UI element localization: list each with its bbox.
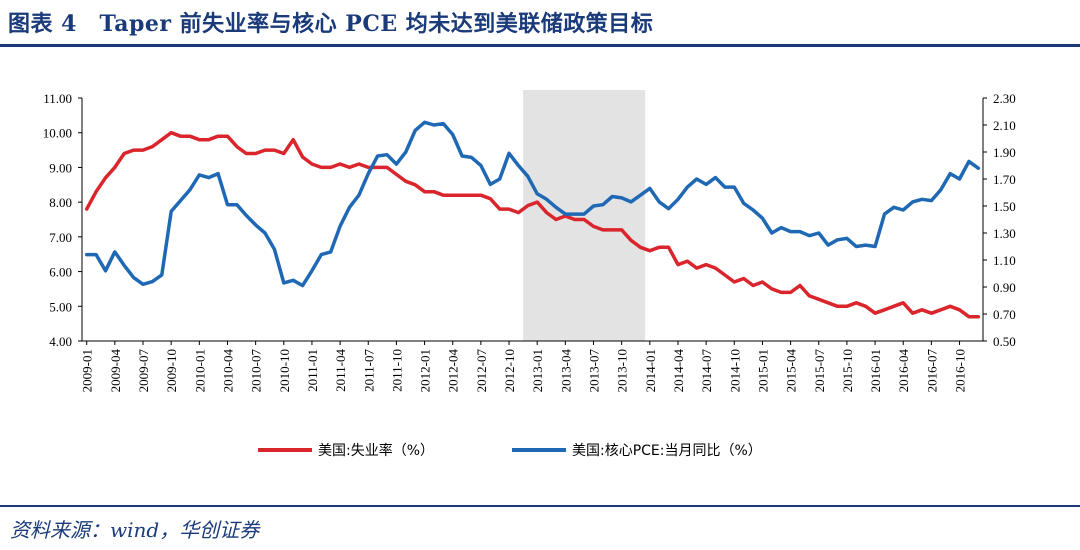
right-tick-label: 0.50	[993, 334, 1016, 349]
x-tick-label: 2013-04	[558, 349, 573, 393]
x-tick-label: 2013-07	[587, 349, 602, 393]
x-tick-label: 2015-07	[812, 349, 827, 393]
legend-label: 美国:失业率（%）	[318, 442, 434, 459]
x-tick-label: 2010-04	[220, 349, 235, 393]
source-note: 资料来源：wind，华创证券	[10, 518, 260, 542]
x-tick-label: 2014-04	[671, 349, 686, 393]
x-tick-label: 2009-04	[108, 349, 123, 393]
right-tick-label: 1.30	[993, 226, 1016, 241]
left-tick-label: 9.00	[49, 160, 72, 175]
source-rule	[0, 505, 1080, 507]
series-line-core-pce	[84, 120, 981, 288]
title-rule	[0, 44, 1080, 47]
left-tick-label: 5.00	[49, 299, 72, 314]
x-tick-label: 2012-07	[474, 349, 489, 393]
left-tick-label: 7.00	[49, 230, 72, 245]
line-chart: 4.00 5.00 6.00 7.00 8.00 9.00 10.00 11.00 0.50 0.…	[43, 90, 1016, 459]
x-tick-label: 2016-04	[896, 349, 911, 393]
x-tick-label: 2011-04	[333, 349, 348, 392]
x-tick-label: 2011-07	[361, 349, 376, 392]
x-tick-label: 2015-10	[840, 349, 855, 392]
x-tick-label: 2012-10	[502, 349, 517, 392]
right-tick-label: 0.70	[993, 307, 1016, 322]
left-tick-label: 4.00	[49, 334, 72, 349]
x-tick-label: 2014-10	[727, 349, 742, 392]
legend: 美国:失业率（%） 美国:核心PCE:当月同比（%）	[258, 442, 762, 459]
right-tick-label: 1.10	[993, 253, 1016, 268]
left-tick-label: 8.00	[49, 195, 72, 210]
x-tick-label: 2009-01	[80, 349, 95, 392]
right-tick-label: 2.10	[993, 118, 1016, 133]
right-tick-label: 2.30	[993, 91, 1016, 106]
right-tick-label: 0.90	[993, 280, 1016, 295]
x-tick-label: 2012-01	[418, 349, 433, 392]
x-tick-label: 2012-04	[446, 349, 461, 393]
series-layer	[84, 120, 981, 319]
x-tick-label: 2011-01	[305, 349, 320, 392]
figure-title: 图表 4 Taper 前失业率与核心 PCE 均未达到美联储政策目标	[8, 11, 654, 37]
x-tick-label: 2014-01	[643, 349, 658, 392]
x-tick-label: 2013-01	[530, 349, 545, 392]
legend-label: 美国:核心PCE:当月同比（%）	[572, 443, 762, 459]
figure-header: 图表 4 Taper 前失业率与核心 PCE 均未达到美联储政策目标	[0, 0, 1080, 48]
x-tick-label: 2013-10	[615, 349, 630, 392]
axes-layer: 4.00 5.00 6.00 7.00 8.00 9.00 10.00 11.00 0.50 0.…	[43, 91, 1016, 392]
x-tick-label: 2015-01	[755, 349, 770, 392]
x-tick-label: 2016-01	[868, 349, 883, 392]
left-tick-label: 10.00	[43, 126, 72, 141]
x-tick-label: 2010-10	[277, 349, 292, 392]
x-tick-label: 2016-07	[924, 349, 939, 393]
right-tick-label: 1.90	[993, 145, 1016, 160]
x-tick-label: 2015-04	[784, 349, 799, 393]
series-line-unemployment	[84, 130, 981, 319]
x-tick-label: 2016-10	[953, 349, 968, 392]
right-tick-label: 1.50	[993, 199, 1016, 214]
x-tick-label: 2014-07	[699, 349, 714, 393]
x-tick-label: 2010-01	[192, 349, 207, 392]
x-tick-label: 2010-07	[249, 349, 264, 393]
x-tick-label: 2009-10	[164, 349, 179, 392]
x-tick-label: 2009-07	[136, 349, 151, 393]
left-tick-label: 11.00	[43, 91, 72, 106]
x-tick-label: 2011-10	[389, 349, 404, 392]
right-tick-label: 1.70	[993, 172, 1016, 187]
left-tick-label: 6.00	[49, 265, 72, 280]
